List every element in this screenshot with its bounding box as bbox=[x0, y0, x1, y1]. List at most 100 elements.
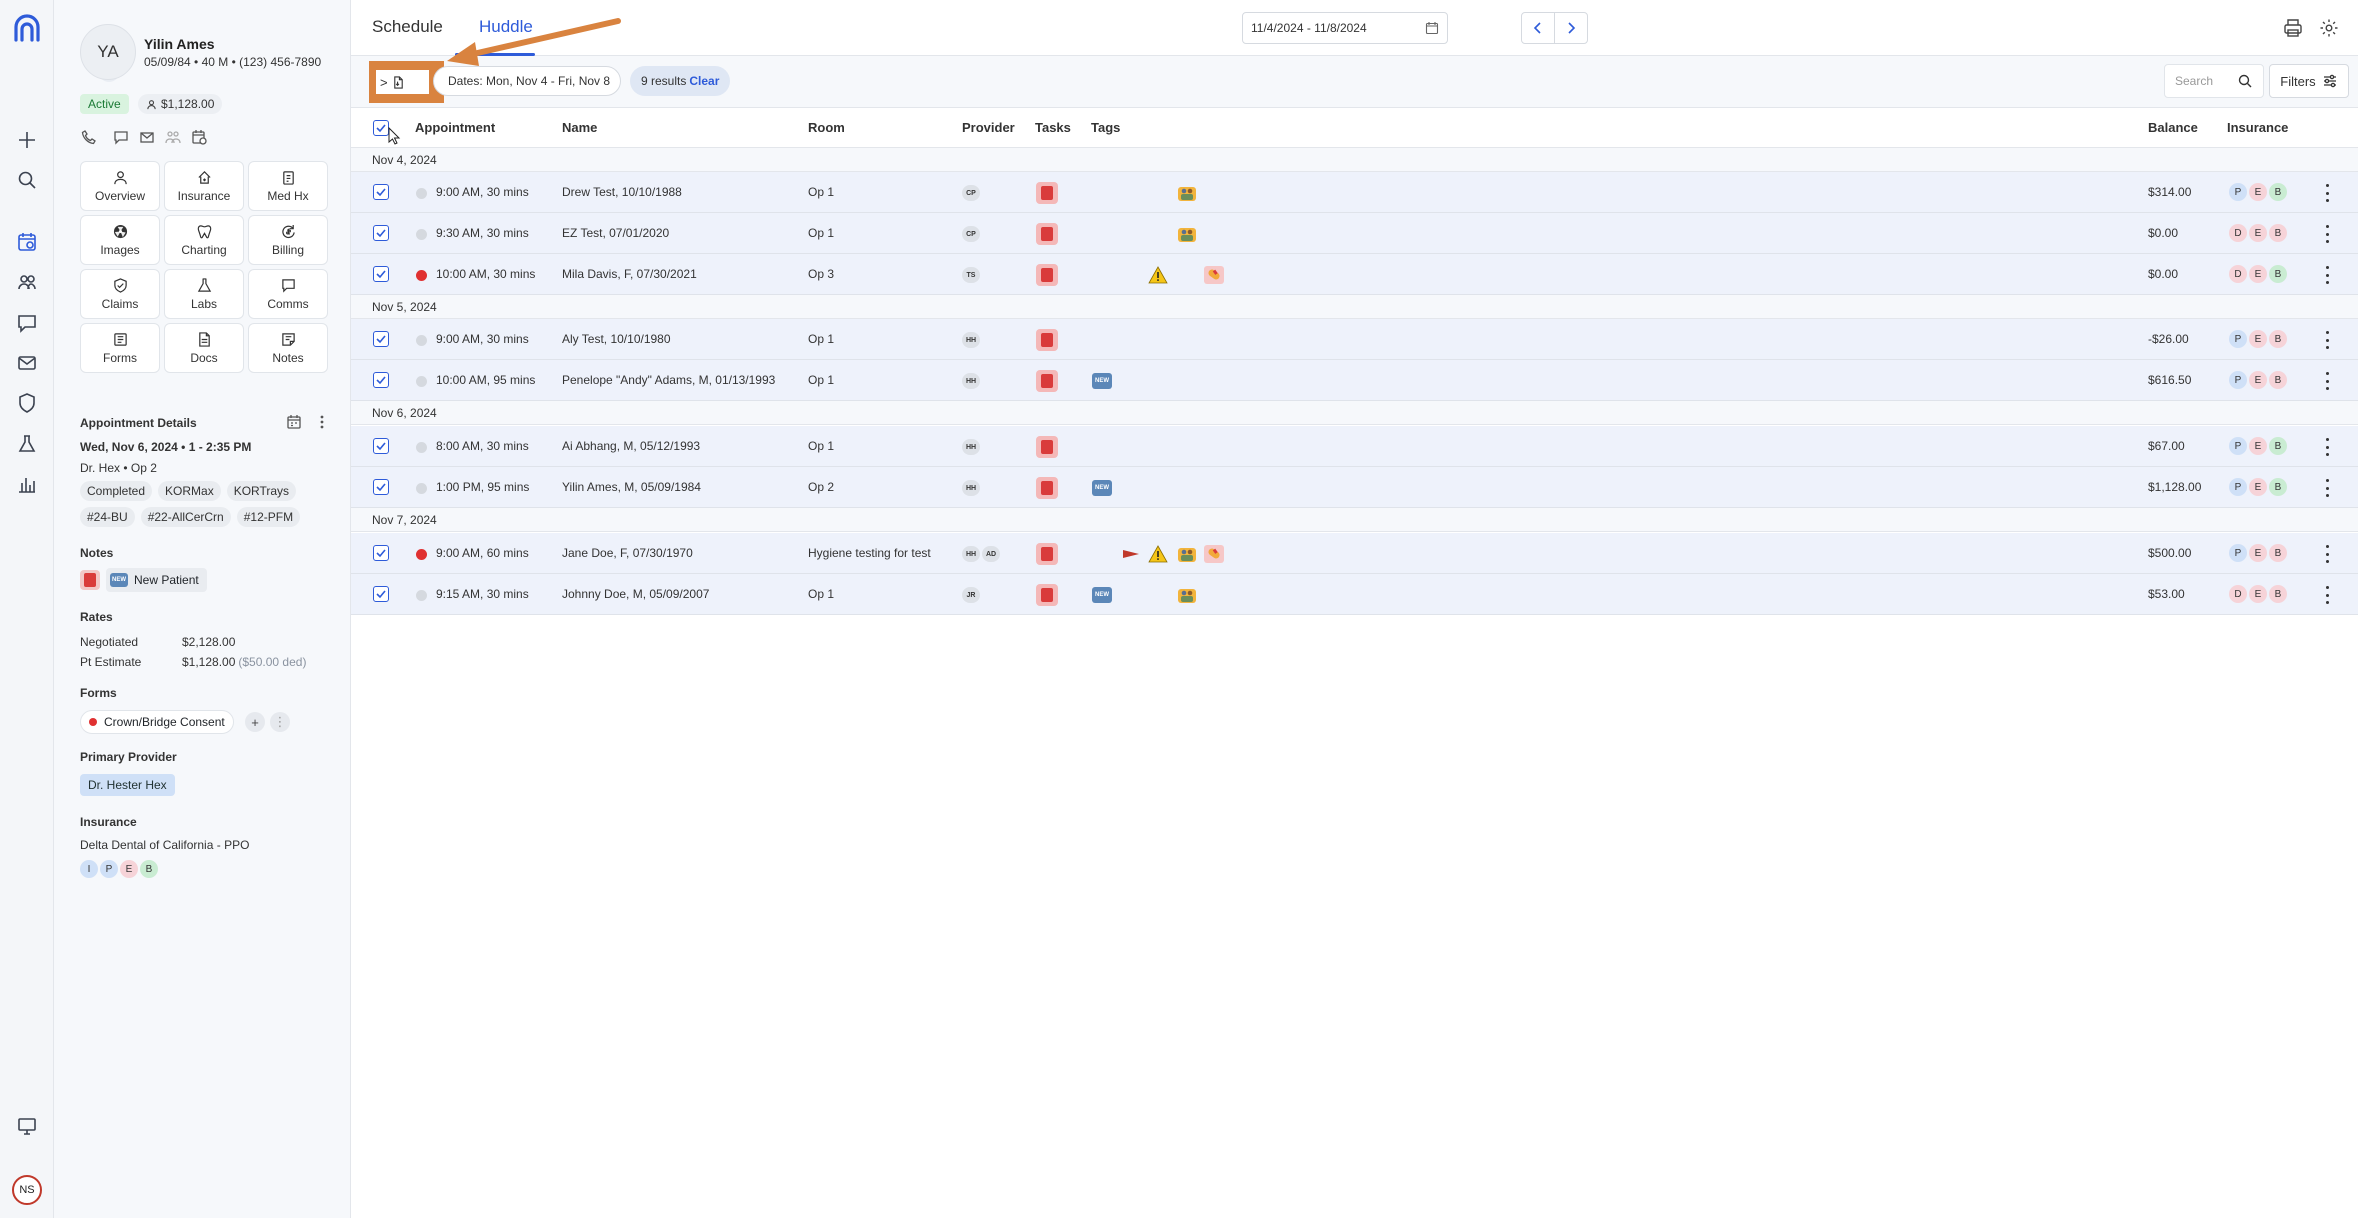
new-patient-note[interactable]: NEW New Patient bbox=[106, 568, 207, 592]
chat-icon[interactable] bbox=[13, 309, 41, 337]
insurance-badge[interactable]: E bbox=[2249, 265, 2267, 283]
task-icon[interactable] bbox=[1036, 370, 1058, 392]
row-more-icon[interactable] bbox=[2324, 586, 2330, 604]
header-room[interactable]: Room bbox=[808, 120, 845, 135]
header-appointment[interactable]: Appointment bbox=[415, 120, 496, 135]
medication-pill-icon[interactable] bbox=[1204, 545, 1224, 563]
new-patient-tag-icon[interactable]: NEW bbox=[1092, 479, 1112, 497]
table-row[interactable]: 8:00 AM, 30 mins Ai Abhang, M, 05/12/199… bbox=[351, 426, 2358, 467]
warning-icon[interactable] bbox=[1148, 545, 1168, 563]
insurance-badge[interactable]: E bbox=[2249, 437, 2267, 455]
reports-chart-icon[interactable] bbox=[13, 470, 41, 498]
settings-gear-icon[interactable] bbox=[2318, 17, 2340, 39]
patient-name-cell[interactable]: Jane Doe, F, 07/30/1970 bbox=[562, 546, 693, 560]
add-form-button[interactable]: + bbox=[245, 712, 265, 732]
insurance-badge[interactable]: B bbox=[2269, 478, 2287, 496]
row-checkbox[interactable] bbox=[373, 331, 389, 347]
task-icon[interactable] bbox=[1036, 477, 1058, 499]
calendar-icon[interactable] bbox=[286, 414, 302, 433]
sms-icon[interactable] bbox=[112, 128, 130, 146]
row-checkbox[interactable] bbox=[373, 184, 389, 200]
table-row[interactable]: 10:00 AM, 95 mins Penelope "Andy" Adams,… bbox=[351, 360, 2358, 401]
table-row[interactable]: 9:00 AM, 30 mins Aly Test, 10/10/1980 Op… bbox=[351, 319, 2358, 360]
nav-comms[interactable]: Comms bbox=[248, 269, 328, 319]
add-icon[interactable] bbox=[13, 126, 41, 154]
primary-provider-chip[interactable]: Dr. Hester Hex bbox=[80, 774, 175, 796]
row-checkbox[interactable] bbox=[373, 586, 389, 602]
select-all-checkbox[interactable] bbox=[373, 120, 389, 136]
patient-name-cell[interactable]: Mila Davis, F, 07/30/2021 bbox=[562, 267, 697, 281]
nav-docs[interactable]: Docs bbox=[164, 323, 244, 373]
insurance-badge[interactable]: P bbox=[2229, 371, 2247, 389]
insurance-badge[interactable]: I bbox=[80, 860, 98, 878]
insurance-badge[interactable]: P bbox=[2229, 544, 2247, 562]
patient-name-cell[interactable]: Ai Abhang, M, 05/12/1993 bbox=[562, 439, 701, 453]
task-icon[interactable] bbox=[1036, 543, 1058, 565]
insurance-badge[interactable]: P bbox=[2229, 330, 2247, 348]
tab-huddle[interactable]: Huddle bbox=[479, 17, 533, 36]
task-icon[interactable] bbox=[1036, 182, 1058, 204]
table-row[interactable]: 1:00 PM, 95 mins Yilin Ames, M, 05/09/19… bbox=[351, 467, 2358, 508]
table-row[interactable]: 9:00 AM, 30 mins Drew Test, 10/10/1988 O… bbox=[351, 172, 2358, 213]
medication-pill-icon[interactable] bbox=[1204, 266, 1224, 284]
insurance-badge[interactable]: E bbox=[2249, 478, 2267, 496]
insurance-badge[interactable]: B bbox=[2269, 224, 2287, 242]
dates-filter-chip[interactable]: Dates: Mon, Nov 4 - Fri, Nov 8 bbox=[433, 66, 622, 96]
insurance-badge[interactable]: E bbox=[2249, 224, 2267, 242]
insurance-badge[interactable]: B bbox=[2269, 585, 2287, 603]
insurance-badge[interactable]: B bbox=[2269, 544, 2287, 562]
insurance-badge[interactable]: E bbox=[2249, 585, 2267, 603]
row-checkbox[interactable] bbox=[373, 545, 389, 561]
next-week-button[interactable] bbox=[1554, 12, 1588, 44]
row-more-icon[interactable] bbox=[2324, 266, 2330, 284]
insurance-badge[interactable]: D bbox=[2229, 585, 2247, 603]
insurance-badge[interactable]: P bbox=[2229, 183, 2247, 201]
search-input[interactable]: Search bbox=[2164, 64, 2264, 98]
insurance-badge[interactable]: D bbox=[2229, 265, 2247, 283]
family-icon[interactable] bbox=[164, 128, 182, 146]
nav-insurance[interactable]: Insurance bbox=[164, 161, 244, 211]
print-icon[interactable] bbox=[2282, 17, 2304, 39]
insurance-badge[interactable]: B bbox=[2269, 183, 2287, 201]
row-checkbox[interactable] bbox=[373, 438, 389, 454]
patient-name-cell[interactable]: Drew Test, 10/10/1988 bbox=[562, 185, 682, 199]
insurance-badge[interactable]: B bbox=[2269, 371, 2287, 389]
shield-icon[interactable] bbox=[13, 389, 41, 417]
patient-name-cell[interactable]: Yilin Ames, M, 05/09/1984 bbox=[562, 480, 701, 494]
more-options-icon[interactable] bbox=[314, 414, 330, 433]
row-checkbox[interactable] bbox=[373, 479, 389, 495]
patients-icon[interactable] bbox=[13, 268, 41, 296]
row-checkbox[interactable] bbox=[373, 372, 389, 388]
nav-images[interactable]: Images bbox=[80, 215, 160, 265]
flag-icon[interactable] bbox=[1121, 545, 1141, 563]
insurance-badge[interactable]: P bbox=[100, 860, 118, 878]
email-icon[interactable] bbox=[138, 128, 156, 146]
nav-claims[interactable]: Claims bbox=[80, 269, 160, 319]
row-more-icon[interactable] bbox=[2324, 545, 2330, 563]
nav-notes[interactable]: Notes bbox=[248, 323, 328, 373]
task-icon[interactable] bbox=[1036, 584, 1058, 606]
tab-schedule[interactable]: Schedule bbox=[372, 17, 443, 36]
nav-billing[interactable]: Billing bbox=[248, 215, 328, 265]
header-insurance[interactable]: Insurance bbox=[2227, 120, 2289, 135]
header-balance[interactable]: Balance bbox=[2148, 120, 2198, 135]
task-icon[interactable] bbox=[1036, 436, 1058, 458]
row-checkbox[interactable] bbox=[373, 266, 389, 282]
new-patient-tag-icon[interactable]: NEW bbox=[1092, 372, 1112, 390]
nav-overview[interactable]: Overview bbox=[80, 161, 160, 211]
nav-forms[interactable]: Forms bbox=[80, 323, 160, 373]
row-more-icon[interactable] bbox=[2324, 438, 2330, 456]
row-more-icon[interactable] bbox=[2324, 372, 2330, 390]
insurance-badge[interactable]: P bbox=[2229, 437, 2247, 455]
patient-name[interactable]: Yilin Ames bbox=[144, 36, 215, 52]
insurance-badge[interactable]: E bbox=[2249, 371, 2267, 389]
insurance-badge[interactable]: B bbox=[140, 860, 158, 878]
filters-button[interactable]: Filters bbox=[2269, 64, 2349, 98]
row-more-icon[interactable] bbox=[2324, 225, 2330, 243]
form-chip[interactable]: Crown/Bridge Consent bbox=[80, 710, 234, 734]
insurance-badge[interactable]: P bbox=[2229, 478, 2247, 496]
task-icon[interactable] bbox=[1036, 264, 1058, 286]
clear-filters-link[interactable]: Clear bbox=[689, 74, 720, 88]
search-icon[interactable] bbox=[13, 166, 41, 194]
form-more-button[interactable]: ⋮ bbox=[270, 712, 290, 732]
